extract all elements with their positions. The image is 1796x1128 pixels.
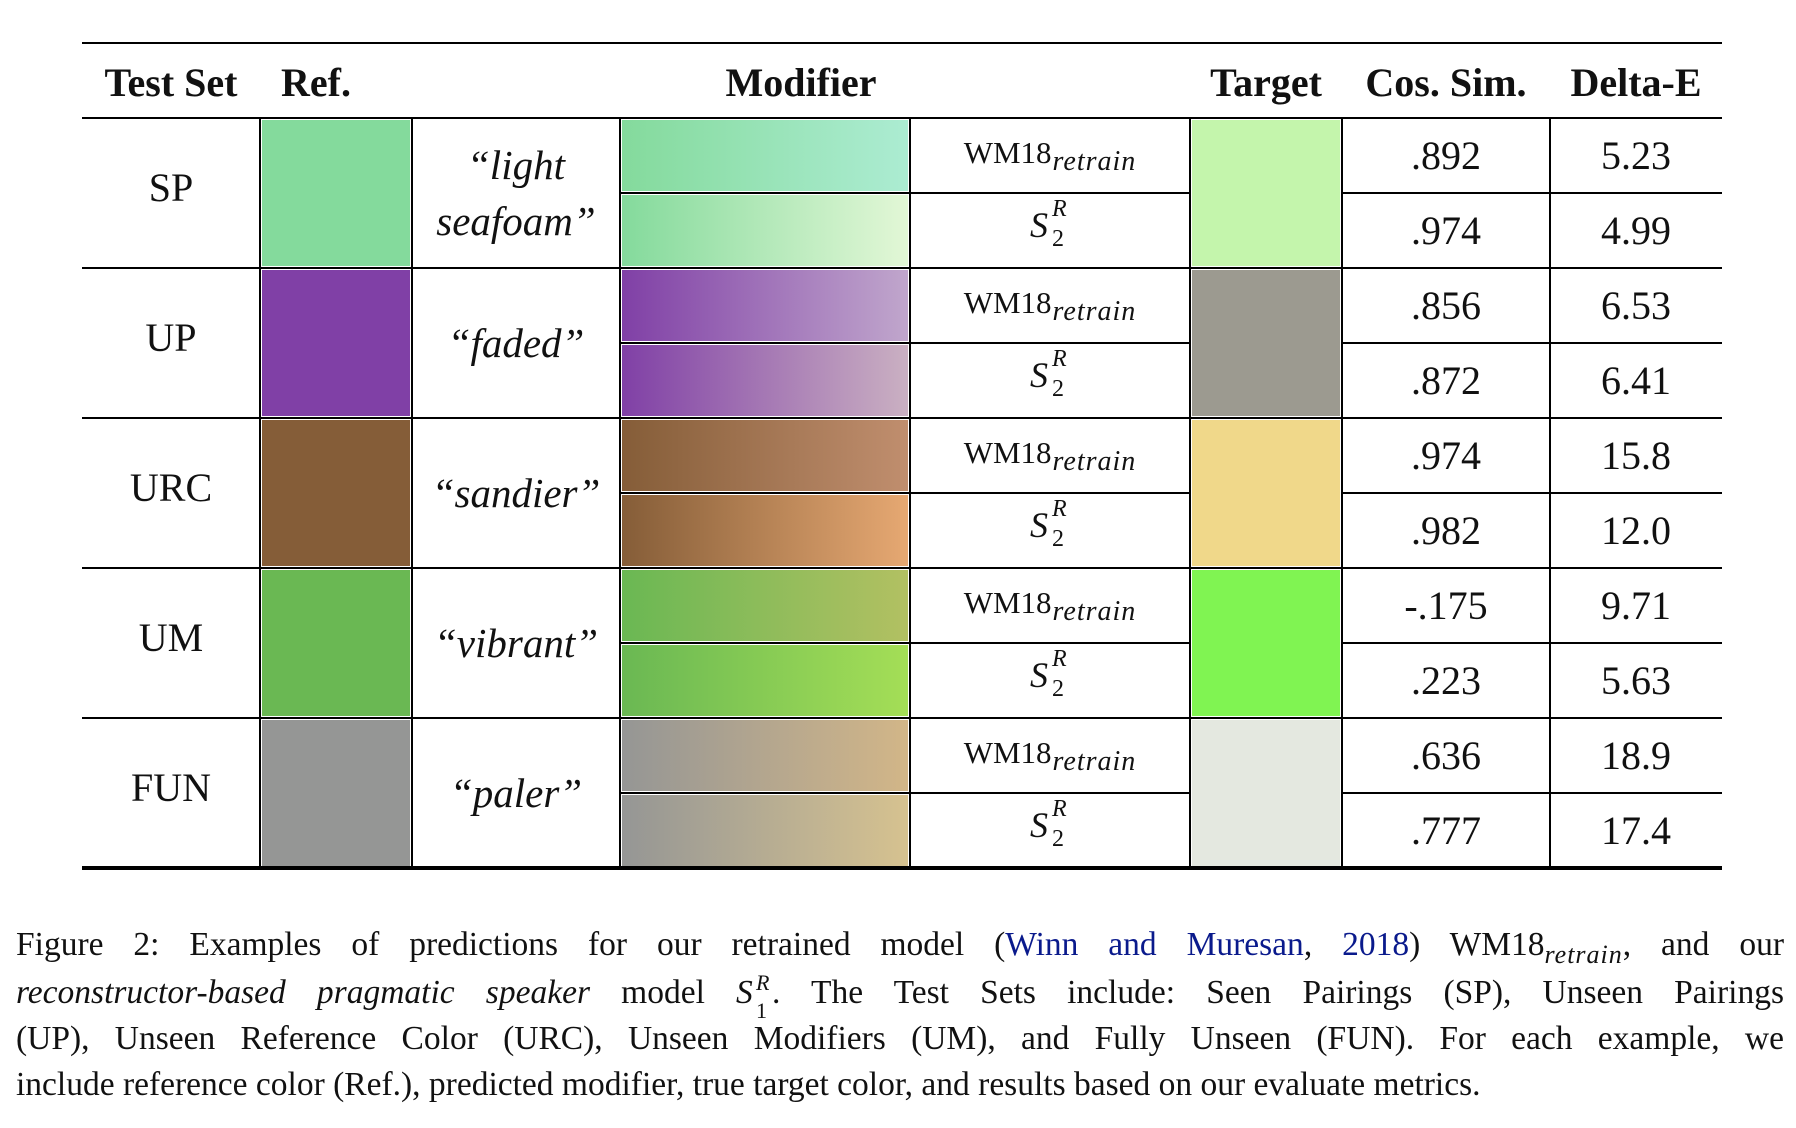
header-rule: [82, 117, 1722, 119]
row-rule: [82, 267, 1722, 269]
column-divider: [1549, 118, 1551, 868]
model-label-wm18-retrain: WM18 retrain: [963, 734, 1137, 777]
caption-line-4: include reference color (Ref.), predicte…: [16, 1066, 1481, 1103]
half-rule: [620, 792, 1190, 794]
header-delta-e: Delta-E: [1570, 60, 1702, 105]
modifier-text: “light seafoam”: [436, 142, 596, 244]
delta-e-s2: 12.0: [1601, 508, 1671, 553]
s2-predicted-gradient: [622, 795, 908, 866]
half-rule: [620, 192, 1190, 194]
half-rule: [1342, 642, 1722, 644]
column-divider: [411, 118, 413, 868]
test-set-label: UM: [138, 614, 204, 660]
half-rule: [1342, 792, 1722, 794]
delta-e-s2: 17.4: [1601, 808, 1671, 853]
modifier-text: “faded”: [447, 320, 585, 366]
header-test-set: Test Set: [104, 60, 238, 105]
row-rule: [82, 417, 1722, 419]
test-set-label: URC: [129, 464, 213, 510]
figure-caption: Figure 2: Examples of predictions for ou…: [16, 922, 1784, 1108]
cos-sim-s2: .982: [1411, 508, 1481, 553]
delta-e-wm18: 6.53: [1601, 283, 1671, 328]
modifier-text: “paler”: [449, 770, 583, 816]
model-label-wm18-retrain: WM18 retrain: [963, 284, 1137, 327]
s2-predicted-gradient: [622, 195, 908, 266]
test-set-label: SP: [148, 164, 194, 210]
delta-e-s2: 6.41: [1601, 358, 1671, 403]
cos-sim-s2: .974: [1411, 208, 1481, 253]
reference-color-swatch: [262, 720, 410, 866]
cos-sim-wm18: -.175: [1404, 583, 1488, 628]
header-cos-sim: Cos. Sim.: [1365, 60, 1527, 105]
cos-sim-wm18: .974: [1411, 433, 1481, 478]
column-divider: [909, 118, 911, 868]
delta-e-wm18: 15.8: [1601, 433, 1671, 478]
half-rule: [1342, 492, 1722, 494]
half-rule: [620, 492, 1190, 494]
caption-line-3: (UP), Unseen Reference Color (URC), Unse…: [16, 1020, 1784, 1057]
citation-year-link[interactable]: 2018: [1342, 926, 1410, 963]
cos-sim-s2: .777: [1411, 808, 1481, 853]
wm18-predicted-gradient: [622, 570, 908, 641]
row-rule: [82, 567, 1722, 569]
target-color-swatch: [1192, 720, 1340, 866]
cos-sim-s2: .872: [1411, 358, 1481, 403]
column-divider: [1189, 118, 1191, 868]
model-label-wm18-retrain: WM18 retrain: [963, 584, 1137, 627]
reference-color-swatch: [262, 420, 410, 566]
test-set-label: FUN: [130, 764, 212, 810]
delta-e-s2: 5.63: [1601, 658, 1671, 703]
caption-line-1: Figure 2: Examples of predictions for ou…: [16, 926, 1785, 969]
s2-predicted-gradient: [622, 495, 908, 566]
half-rule: [1342, 342, 1722, 344]
delta-e-s2: 4.99: [1601, 208, 1671, 253]
wm18-predicted-gradient: [622, 120, 908, 191]
column-divider: [259, 118, 261, 868]
target-color-swatch: [1192, 270, 1340, 416]
model-label-wm18-retrain: WM18 retrain: [963, 434, 1137, 477]
header-modifier: Modifier: [725, 60, 877, 105]
delta-e-wm18: 18.9: [1601, 733, 1671, 778]
test-set-label: UP: [145, 314, 197, 360]
cos-sim-wm18: .636: [1411, 733, 1481, 778]
reference-color-swatch: [262, 270, 410, 416]
target-color-swatch: [1192, 420, 1340, 566]
wm18-predicted-gradient: [622, 420, 908, 491]
modifier-text: “vibrant”: [433, 620, 599, 666]
modifier-text: “sandier”: [431, 470, 601, 516]
cos-sim-s2: .223: [1411, 658, 1481, 703]
s2-predicted-gradient: [622, 645, 908, 716]
target-color-swatch: [1192, 120, 1340, 266]
delta-e-wm18: 5.23: [1601, 133, 1671, 178]
reference-color-swatch: [262, 570, 410, 716]
column-divider: [1341, 118, 1343, 868]
model-label-wm18-retrain: WM18 retrain: [963, 134, 1137, 177]
half-rule: [1342, 192, 1722, 194]
header-ref: Ref.: [281, 60, 351, 105]
wm18-predicted-gradient: [622, 720, 908, 791]
caption-line-2: reconstructor-based pragmatic speaker mo…: [16, 970, 1784, 1023]
bottom-rule: [82, 866, 1722, 870]
target-color-swatch: [1192, 570, 1340, 716]
s2-predicted-gradient: [622, 345, 908, 416]
top-rule: [82, 42, 1722, 44]
cos-sim-wm18: .856: [1411, 283, 1481, 328]
citation-link[interactable]: Winn and Muresan: [1005, 926, 1304, 963]
column-divider: [619, 118, 621, 868]
delta-e-wm18: 9.71: [1601, 583, 1671, 628]
row-rule: [82, 717, 1722, 719]
half-rule: [620, 642, 1190, 644]
reference-color-swatch: [262, 120, 410, 266]
wm18-predicted-gradient: [622, 270, 908, 341]
header-target: Target: [1210, 60, 1322, 105]
cos-sim-wm18: .892: [1411, 133, 1481, 178]
half-rule: [620, 342, 1190, 344]
